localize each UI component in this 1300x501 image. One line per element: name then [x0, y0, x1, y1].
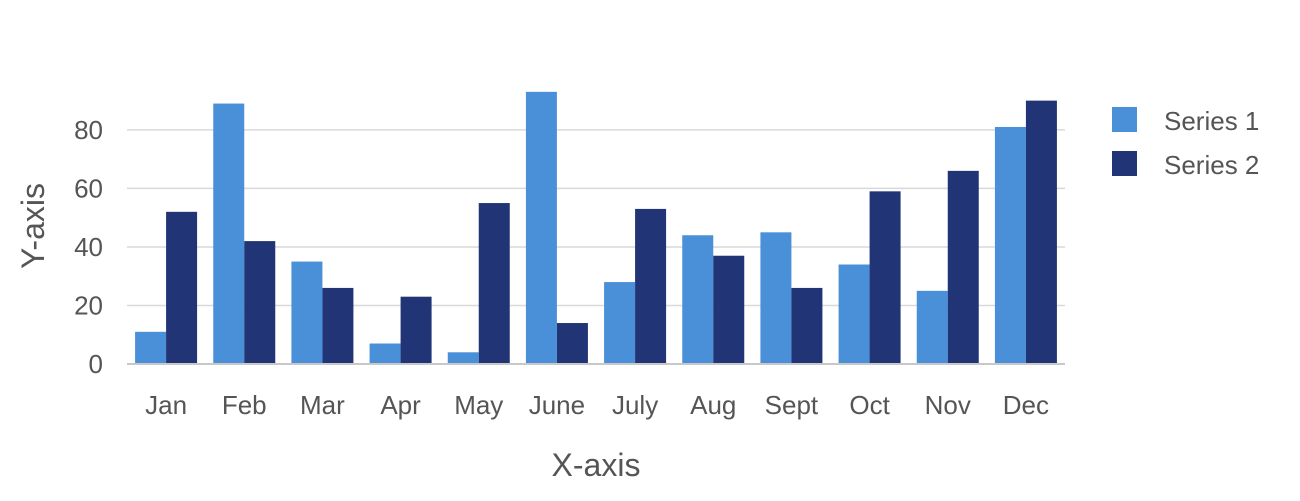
- y-tick-label: 60: [74, 173, 103, 203]
- bar-series2-dec: [1025, 100, 1057, 364]
- x-tick-label: Oct: [849, 390, 890, 420]
- gridlines: [127, 129, 1065, 307]
- legend-label-series2: Series 2: [1164, 150, 1259, 180]
- y-tick-label: 80: [74, 115, 103, 145]
- bar-series2-feb: [244, 241, 276, 364]
- x-tick-label: Sept: [765, 390, 819, 420]
- bar-series2-june: [556, 323, 588, 364]
- bar-series2-sept: [791, 287, 823, 364]
- bar-series2-july: [635, 208, 667, 364]
- bar-series1-jan: [135, 331, 167, 364]
- bar-series2-apr: [400, 296, 432, 364]
- x-tick-label: Mar: [300, 390, 345, 420]
- bar-series1-mar: [291, 261, 323, 364]
- bar-series1-june: [525, 91, 557, 364]
- bar-series1-apr: [369, 343, 401, 364]
- bar-series2-oct: [869, 191, 901, 364]
- x-tick-labels: Jan Feb Mar Apr May June July Aug Sept Oct Nov Dec: [145, 390, 1049, 420]
- y-tick-label: 20: [74, 290, 103, 320]
- bar-series1-feb: [213, 103, 245, 364]
- y-axis-title: Y-axis: [15, 183, 51, 269]
- x-tick-label: Aug: [690, 390, 736, 420]
- x-tick-label: July: [612, 390, 658, 420]
- bar-series2-may: [478, 203, 510, 364]
- bars: [135, 91, 1057, 365]
- x-tick-label: June: [529, 390, 585, 420]
- y-tick-label: 0: [89, 349, 103, 379]
- bar-series1-nov: [916, 290, 948, 364]
- x-axis-title: X-axis: [552, 447, 641, 483]
- bar-series1-july: [604, 282, 636, 364]
- x-tick-label: Apr: [380, 390, 421, 420]
- x-tick-label: May: [454, 390, 503, 420]
- y-tick-labels: 0 20 40 60 80: [74, 115, 103, 379]
- legend: Series 1 Series 2: [1112, 106, 1259, 180]
- legend-swatch-series1: [1112, 107, 1137, 132]
- bar-series2-aug: [713, 255, 745, 364]
- x-tick-label: Nov: [925, 390, 971, 420]
- bar-series2-nov: [947, 170, 979, 364]
- bar-series2-jan: [166, 211, 198, 364]
- bar-series1-aug: [682, 235, 714, 364]
- bar-series1-may: [447, 352, 479, 364]
- bar-series1-oct: [838, 264, 870, 364]
- legend-swatch-series2: [1112, 151, 1137, 176]
- legend-label-series1: Series 1: [1164, 106, 1259, 136]
- x-tick-label: Jan: [145, 390, 187, 420]
- bar-series1-dec: [994, 126, 1026, 365]
- y-tick-label: 40: [74, 232, 103, 262]
- bar-series2-mar: [322, 287, 354, 364]
- bar-series1-sept: [760, 232, 792, 364]
- x-tick-label: Dec: [1003, 390, 1049, 420]
- x-tick-label: Feb: [222, 390, 267, 420]
